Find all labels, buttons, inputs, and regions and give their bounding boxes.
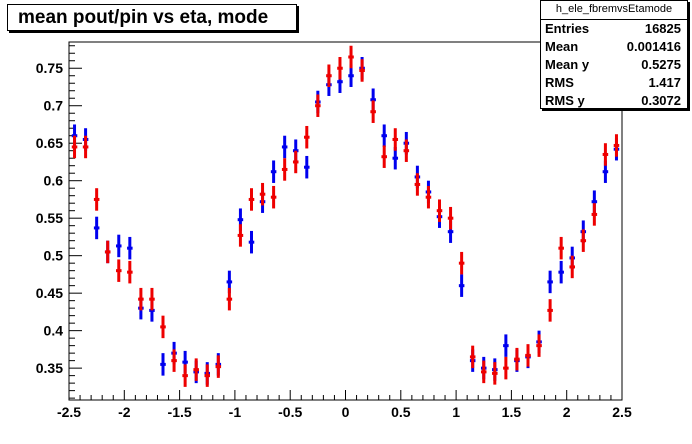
stats-row: Mean 0.001416 (545, 39, 681, 54)
red-data-point (127, 260, 133, 284)
blue-data-point (558, 260, 564, 284)
red-data-point (525, 344, 531, 367)
y-tick-label: 0.35 (36, 360, 63, 376)
red-data-point (193, 358, 199, 381)
red-data-point (160, 315, 166, 339)
red-data-point (447, 206, 454, 230)
y-tick-label: 0.7 (44, 98, 64, 114)
red-data-point (248, 188, 255, 211)
blue-data-point (281, 135, 288, 159)
x-tick-label: 1.5 (502, 404, 522, 420)
y-tick-label: 0.65 (36, 135, 63, 151)
red-data-point (93, 188, 100, 211)
red-data-point (259, 182, 266, 206)
red-data-point (591, 203, 598, 226)
red-data-point (558, 236, 564, 260)
red-data-point (82, 135, 89, 159)
red-data-point (337, 56, 343, 80)
y-tick-label: 0.4 (44, 323, 64, 339)
x-tick-label: 1 (452, 404, 460, 420)
x-tick-label: 2.5 (612, 404, 632, 420)
blue-data-point (458, 274, 465, 297)
red-data-point (270, 185, 277, 209)
blue-data-point (127, 236, 133, 260)
red-data-point (204, 364, 211, 387)
y-tick-label: 0.45 (36, 285, 63, 301)
red-data-point (104, 240, 111, 264)
red-data-point (326, 64, 332, 87)
red-data-point (503, 356, 509, 380)
red-data-point (292, 150, 299, 174)
red-data-point (171, 349, 177, 372)
blue-data-point (116, 234, 122, 258)
stats-row: RMS y 0.3072 (545, 93, 681, 108)
red-data-point (547, 299, 553, 322)
red-data-point (281, 158, 288, 181)
y-tick-label: 0.5 (44, 248, 64, 264)
title-box: mean pout/pin vs eta, mode (7, 4, 297, 31)
red-data-point (425, 185, 432, 209)
y-tick-label: 0.75 (36, 60, 63, 76)
red-data-point (182, 364, 188, 387)
y-tick-label: 0.55 (36, 210, 63, 226)
x-tick-label: -0.5 (278, 404, 302, 420)
blue-data-point (270, 160, 277, 183)
red-data-point (348, 45, 354, 69)
x-tick-label: 0.5 (391, 404, 411, 420)
stats-row: RMS 1.417 (545, 75, 681, 90)
blue-data-point (304, 155, 310, 179)
red-data-point (138, 287, 144, 311)
red-data-point (226, 287, 233, 311)
red-data-point (237, 224, 244, 247)
red-data-point (613, 134, 620, 157)
red-data-point (215, 355, 222, 378)
blue-data-point (381, 124, 387, 147)
red-data-point (381, 145, 387, 168)
stats-header: h_ele_fbremvsEtamode (541, 1, 687, 20)
x-tick-label: -1.5 (168, 404, 192, 420)
red-data-point (458, 251, 465, 275)
blue-data-point (93, 216, 100, 240)
red-data-point (536, 334, 542, 357)
y-tick-label: 0.6 (44, 173, 64, 189)
red-data-point (580, 229, 587, 252)
red-data-point (436, 199, 443, 222)
red-data-point (116, 259, 122, 282)
blue-data-point (160, 353, 166, 376)
red-data-point (569, 255, 575, 279)
red-data-point (370, 100, 376, 123)
stats-box: h_ele_fbremvsEtamode Entries 16825 Mean 0.… (540, 0, 688, 109)
red-data-point (392, 128, 399, 151)
x-tick-label: -1 (229, 404, 242, 420)
blue-data-point (248, 230, 255, 254)
red-data-point (149, 287, 155, 311)
red-data-point (469, 345, 476, 369)
red-data-point (492, 362, 498, 385)
blue-data-point (503, 334, 509, 357)
chart-title: mean pout/pin vs eta, mode (18, 7, 269, 28)
x-tick-label: -2 (118, 404, 131, 420)
stats-row: Entries 16825 (545, 21, 681, 36)
x-tick-label: 2 (563, 404, 571, 420)
red-data-point (71, 135, 78, 159)
red-data-point (359, 59, 365, 82)
stats-row: Mean y 0.5275 (545, 57, 681, 72)
blue-data-point (547, 270, 553, 294)
x-tick-label: -2.5 (57, 404, 81, 420)
red-data-point (315, 94, 321, 117)
red-data-point (304, 125, 310, 149)
red-data-point (602, 143, 609, 166)
red-data-point (414, 173, 421, 196)
x-tick-label: 0 (342, 404, 350, 420)
red-data-point (514, 347, 520, 371)
red-data-point (480, 360, 487, 384)
red-data-point (403, 139, 410, 162)
